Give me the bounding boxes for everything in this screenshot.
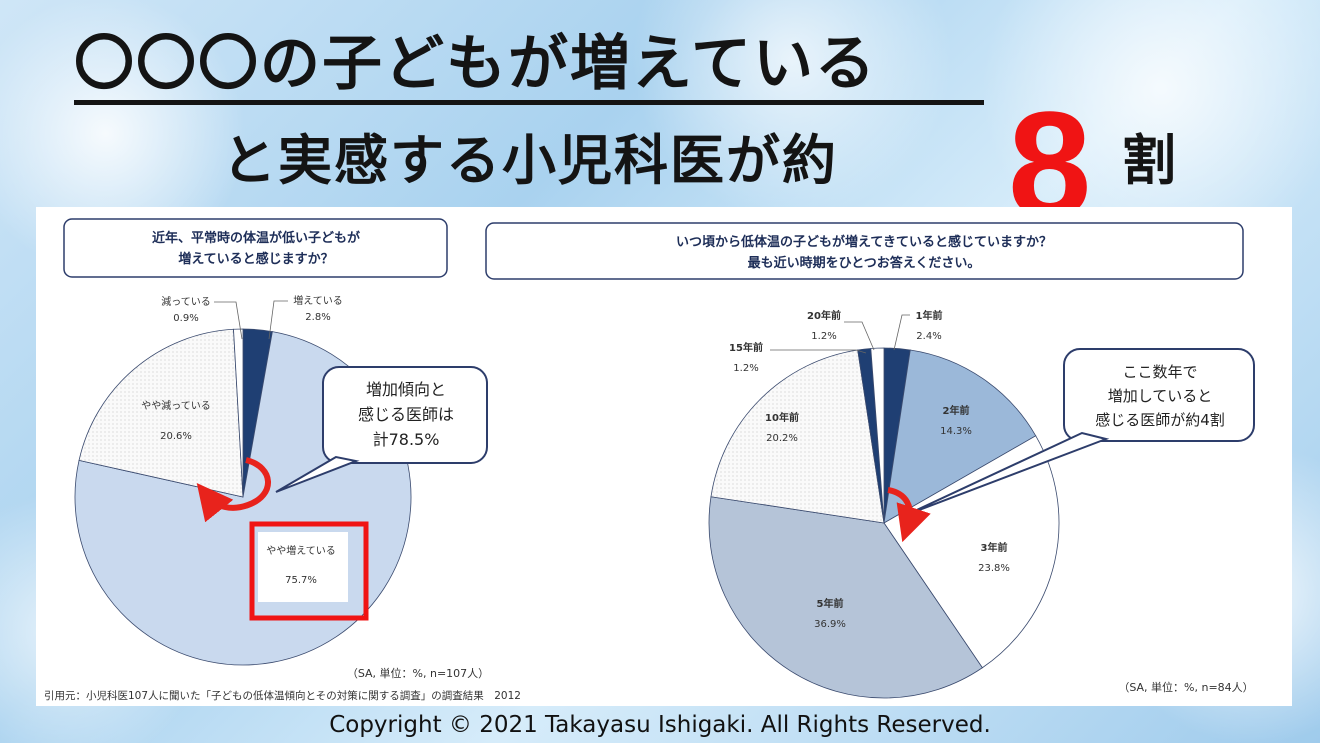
highlight-box <box>249 521 369 621</box>
pie2-value-10y: 20.2% <box>766 433 798 444</box>
question-1-line1: 近年、平常時の体温が低い子どもが <box>152 230 360 246</box>
callout-1-tail <box>275 455 360 493</box>
pie2-leader-1y <box>893 314 910 351</box>
pie2-label-3y: 3年前 <box>981 541 1008 554</box>
pie2-slice-5y <box>708 496 983 699</box>
question-2-line1: いつ頃から低体温の子どもが増えてきていると感じていますか？ <box>676 234 1052 250</box>
callout-2 <box>1063 348 1255 442</box>
pie2-slice-2y <box>883 349 1037 524</box>
pie-chart-2 <box>708 347 1060 699</box>
pie2-value-5y: 36.9% <box>814 619 846 630</box>
pie1-label-decreased: 減っている <box>161 295 211 308</box>
pie2-leader-15y <box>770 349 867 354</box>
pie1-slice-slightly-decreased <box>78 328 244 498</box>
pie1-leader-increased <box>268 300 288 340</box>
charts-svg: 近年、平常時の体温が低い子どもが 増えていると感じますか？ いつ頃から低体温の子… <box>44 218 1255 702</box>
callout-2-tail <box>905 431 1110 516</box>
pie2-slice-10y <box>710 349 885 524</box>
pie2-value-1y: 2.4% <box>916 331 941 342</box>
pie1-slice-decreased <box>233 328 244 498</box>
copyright-footer: Copyright © 2021 Takayasu Ishigaki. All … <box>329 712 991 738</box>
callout-2-line1: ここ数年で <box>1122 363 1197 381</box>
pie2-label-2y: 2年前 <box>943 404 970 417</box>
callout-1 <box>322 366 488 464</box>
pie2-slice-3y <box>883 435 1060 669</box>
pie1-label-bg <box>258 532 348 602</box>
pie1-value-increased: 2.8% <box>305 312 330 323</box>
pie1-leader-decreased <box>214 301 243 340</box>
question-1-line2: 増えていると感じますか？ <box>178 251 333 267</box>
pie1-label-slightly-increased: やや増えている <box>266 544 336 557</box>
pie2-label-20y: 20年前 <box>807 309 841 322</box>
pie2-value-2y: 14.3% <box>940 426 972 437</box>
question-box-1 <box>63 218 448 278</box>
pie2-value-3y: 23.8% <box>978 563 1010 574</box>
page-title-line1: 〇〇〇の子どもが増えている <box>74 30 984 105</box>
title-suffix: 割 <box>1122 129 1176 192</box>
pie2-slice-20y <box>870 347 885 524</box>
pie2-value-20y: 1.2% <box>811 331 836 342</box>
callout-1-line3: 計78.5% <box>373 430 440 449</box>
pie2-label-15y: 15年前 <box>729 341 763 354</box>
pie1-label-increased: 増えている <box>293 294 343 307</box>
question-box-2 <box>485 222 1244 280</box>
source-citation: 引用元：小児科医107人に聞いた「子どもの低体温傾向とその対策に関する調査」の調… <box>44 689 521 702</box>
pie1-label-slightly-decreased: やや減っている <box>141 399 211 412</box>
pie1-value-decreased: 0.9% <box>173 313 198 324</box>
chart-panel: 近年、平常時の体温が低い子どもが 増えていると感じますか？ いつ頃から低体温の子… <box>36 207 1292 706</box>
question-2-line2: 最も近い時期をひとつお答えください。 <box>748 255 981 271</box>
pie1-value-slightly-increased: 75.7% <box>285 575 317 586</box>
pie2-leader-20y <box>844 321 875 351</box>
page-title-line2: と実感する小児科医が約 <box>222 129 838 192</box>
callout-2-line3: 感じる医師が約4割 <box>1095 411 1225 429</box>
pie2-label-10y: 10年前 <box>765 411 799 424</box>
red-arrow-2 <box>887 487 931 543</box>
callout-2-line2: 増加していると <box>1108 387 1213 405</box>
pie2-label-5y: 5年前 <box>817 597 844 610</box>
pie2-value-15y: 1.2% <box>733 363 758 374</box>
red-arrow-1 <box>196 457 271 523</box>
note-1: （SA, 単位：%, n=107人） <box>347 666 489 680</box>
callout-1-line2: 感じる医師は <box>358 405 454 424</box>
pie1-value-slightly-decreased: 20.6% <box>160 431 192 442</box>
pie2-label-1y: 1年前 <box>916 309 943 322</box>
callout-1-line1: 増加傾向と <box>366 380 446 399</box>
note-2: （SA, 単位：%, n=84人） <box>1118 680 1253 694</box>
